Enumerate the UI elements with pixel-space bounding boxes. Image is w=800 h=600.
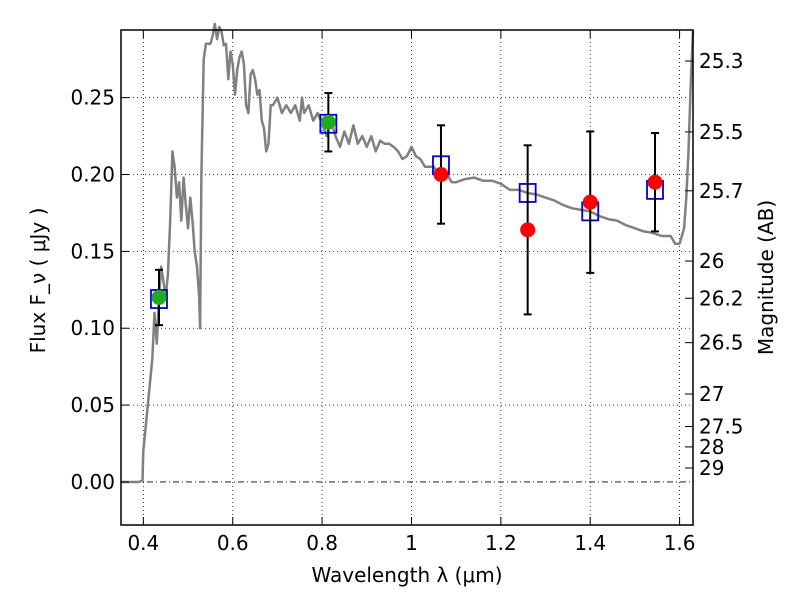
x-axis-title: Wavelength λ (μm): [311, 563, 502, 587]
y-tick-label: 0.00: [70, 470, 115, 494]
plot-frame: [120, 29, 694, 526]
sed-model-line: [121, 22, 695, 484]
right-tick-label: 27: [699, 382, 724, 406]
x-tick-label: 1.2: [485, 531, 517, 555]
y-tick-label: 0.25: [70, 86, 115, 110]
observed-flux-point: [520, 222, 536, 238]
right-tick-label: 26.2: [699, 286, 744, 310]
right-tick-label: 25.3: [699, 49, 744, 73]
x-tick-label: 1.4: [574, 531, 606, 555]
x-tick-label: 0.8: [306, 531, 338, 555]
observed-flux-point: [320, 114, 336, 130]
y-tick-label: 0.15: [70, 239, 115, 263]
right-tick-label: 28: [699, 435, 724, 459]
grid-lines: [121, 30, 693, 525]
y-axis-title: Flux F_ν ( μJy ): [26, 208, 50, 354]
right-tick-label: 26: [699, 249, 724, 273]
y-tick-label: 0.10: [70, 316, 115, 340]
observed-flux-point: [582, 194, 598, 210]
right-axis-title: Magnitude (AB): [754, 200, 778, 355]
observed-flux-point: [647, 174, 663, 190]
y-tick-label: 0.20: [70, 163, 115, 187]
x-tick-label: 1.6: [664, 531, 696, 555]
right-tick-label: 26.5: [699, 331, 744, 355]
x-tick-label: 1: [405, 531, 418, 555]
right-tick-label: 29: [699, 456, 724, 480]
plot-series: [121, 22, 695, 484]
axis-ticks: 0.4 0.6 0.8 1 1.2 1.4 1.6 0.00 0.05 0.10 0.15 0.20 0…: [70, 30, 744, 555]
x-tick-label: 0.6: [217, 531, 249, 555]
x-tick-label: 0.4: [127, 531, 159, 555]
right-tick-label: 25.5: [699, 120, 744, 144]
observed-flux-point: [433, 167, 449, 183]
y-tick-label: 0.05: [70, 393, 115, 417]
observed-flux-point: [151, 289, 167, 305]
right-tick-label: 25.7: [699, 179, 744, 203]
right-tick-label: 27.5: [699, 414, 744, 438]
